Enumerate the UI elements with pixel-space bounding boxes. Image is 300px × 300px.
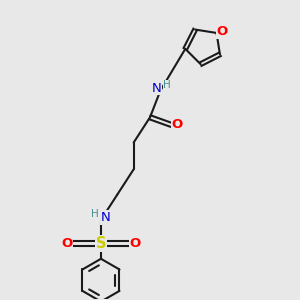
Text: O: O [130,237,141,250]
Text: H: H [163,80,171,90]
Text: H: H [91,209,98,220]
Text: O: O [61,237,72,250]
Text: N: N [152,82,162,95]
Text: O: O [216,25,227,38]
Text: S: S [96,236,106,251]
Text: O: O [172,118,183,131]
Text: N: N [100,211,110,224]
